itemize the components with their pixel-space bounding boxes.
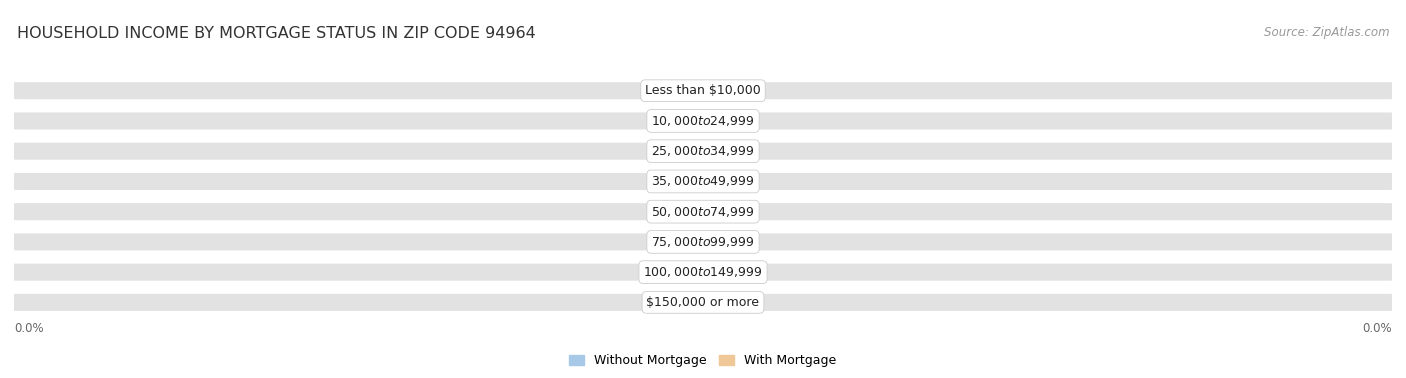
Text: 0.0%: 0.0% — [666, 207, 697, 217]
FancyBboxPatch shape — [8, 111, 1398, 131]
FancyBboxPatch shape — [8, 141, 1398, 161]
FancyBboxPatch shape — [654, 81, 711, 101]
Text: $100,000 to $149,999: $100,000 to $149,999 — [644, 265, 762, 279]
FancyBboxPatch shape — [8, 81, 1398, 101]
Legend: Without Mortgage, With Mortgage: Without Mortgage, With Mortgage — [564, 349, 842, 372]
Text: Less than $10,000: Less than $10,000 — [645, 84, 761, 97]
FancyBboxPatch shape — [695, 81, 752, 101]
Text: $150,000 or more: $150,000 or more — [647, 296, 759, 309]
Text: HOUSEHOLD INCOME BY MORTGAGE STATUS IN ZIP CODE 94964: HOUSEHOLD INCOME BY MORTGAGE STATUS IN Z… — [17, 26, 536, 42]
FancyBboxPatch shape — [8, 293, 1398, 312]
Text: Source: ZipAtlas.com: Source: ZipAtlas.com — [1264, 26, 1389, 39]
FancyBboxPatch shape — [695, 141, 752, 161]
Text: 0.0%: 0.0% — [709, 86, 740, 96]
Text: $35,000 to $49,999: $35,000 to $49,999 — [651, 174, 755, 189]
FancyBboxPatch shape — [695, 202, 752, 222]
Text: 0.0%: 0.0% — [666, 116, 697, 126]
Text: 0.0%: 0.0% — [1362, 322, 1392, 335]
Text: 0.0%: 0.0% — [709, 297, 740, 307]
Text: 0.0%: 0.0% — [666, 267, 697, 277]
Text: 0.0%: 0.0% — [709, 237, 740, 247]
Text: 0.0%: 0.0% — [709, 146, 740, 156]
FancyBboxPatch shape — [8, 172, 1398, 191]
Text: 0.0%: 0.0% — [666, 86, 697, 96]
FancyBboxPatch shape — [654, 262, 711, 282]
FancyBboxPatch shape — [8, 262, 1398, 282]
FancyBboxPatch shape — [654, 202, 711, 222]
FancyBboxPatch shape — [654, 172, 711, 191]
FancyBboxPatch shape — [695, 172, 752, 191]
FancyBboxPatch shape — [8, 232, 1398, 252]
Text: $50,000 to $74,999: $50,000 to $74,999 — [651, 204, 755, 219]
Text: $75,000 to $99,999: $75,000 to $99,999 — [651, 235, 755, 249]
Text: $25,000 to $34,999: $25,000 to $34,999 — [651, 144, 755, 158]
Text: 0.0%: 0.0% — [709, 267, 740, 277]
FancyBboxPatch shape — [654, 141, 711, 161]
FancyBboxPatch shape — [654, 232, 711, 252]
Text: 0.0%: 0.0% — [709, 177, 740, 186]
Text: 0.0%: 0.0% — [14, 322, 44, 335]
Text: $10,000 to $24,999: $10,000 to $24,999 — [651, 114, 755, 128]
FancyBboxPatch shape — [695, 111, 752, 131]
FancyBboxPatch shape — [695, 262, 752, 282]
FancyBboxPatch shape — [654, 293, 711, 312]
Text: 0.0%: 0.0% — [709, 116, 740, 126]
FancyBboxPatch shape — [695, 293, 752, 312]
Text: 0.0%: 0.0% — [666, 146, 697, 156]
Text: 0.0%: 0.0% — [666, 297, 697, 307]
FancyBboxPatch shape — [695, 232, 752, 252]
FancyBboxPatch shape — [8, 202, 1398, 222]
Text: 0.0%: 0.0% — [709, 207, 740, 217]
FancyBboxPatch shape — [654, 111, 711, 131]
Text: 0.0%: 0.0% — [666, 237, 697, 247]
Text: 0.0%: 0.0% — [666, 177, 697, 186]
